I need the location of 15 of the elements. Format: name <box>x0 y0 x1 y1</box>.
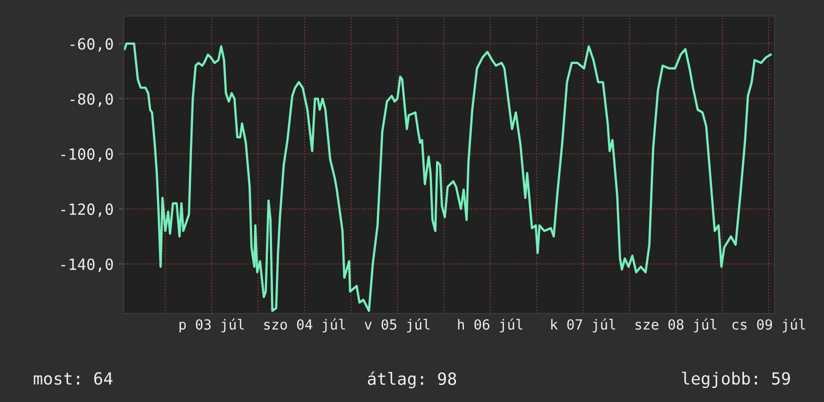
y-tick-label: -60,0 <box>70 38 113 52</box>
y-tick-label: -100,0 <box>61 148 113 162</box>
x-tick-label: p 03 júl <box>180 318 244 332</box>
x-tick-label: k 07 júl <box>551 318 616 332</box>
x-tick-label: cs 09 júl <box>732 318 806 332</box>
x-tick-label: v 05 júl <box>364 318 430 332</box>
y-tick-label: -120,0 <box>61 203 113 217</box>
y-tick-label: -80,0 <box>70 93 113 107</box>
y-tick-label: -140,0 <box>61 258 113 272</box>
text: most: 64 <box>34 372 112 385</box>
x-tick-label: h 06 júl <box>458 318 522 332</box>
text: legjobb: 59 <box>682 372 790 388</box>
x-tick-label: sze 08 júl <box>636 318 716 332</box>
text: átlag: 98 <box>368 371 456 388</box>
x-tick-label: szo 04 júl <box>264 318 346 332</box>
